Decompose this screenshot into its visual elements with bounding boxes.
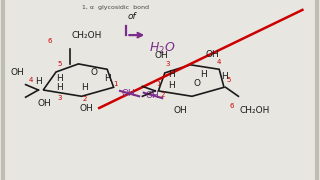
Text: 1, α  glycosidic  bond: 1, α glycosidic bond — [82, 4, 149, 10]
Text: 6: 6 — [47, 37, 52, 44]
Text: of: of — [128, 12, 137, 21]
Text: 5: 5 — [227, 77, 231, 83]
Text: 2: 2 — [161, 91, 165, 98]
Text: 3: 3 — [166, 61, 170, 67]
Text: H: H — [81, 83, 88, 92]
Text: 4: 4 — [217, 59, 221, 65]
Text: H: H — [56, 74, 63, 83]
Text: OH: OH — [11, 68, 24, 77]
Text: 3: 3 — [57, 95, 61, 101]
Text: H: H — [104, 74, 111, 83]
Text: 6: 6 — [230, 103, 234, 109]
Text: H: H — [56, 83, 63, 92]
Text: 1: 1 — [113, 81, 117, 87]
Text: OH: OH — [38, 99, 52, 108]
Text: H: H — [35, 77, 42, 86]
Text: CH₂OH: CH₂OH — [240, 106, 270, 115]
Text: O: O — [91, 68, 98, 76]
Text: 2: 2 — [83, 96, 87, 102]
Text: O: O — [193, 79, 200, 88]
Text: OH: OH — [146, 91, 159, 100]
Text: OH: OH — [174, 106, 188, 115]
Text: OH: OH — [122, 89, 135, 98]
Text: $H_2O$: $H_2O$ — [149, 40, 175, 56]
Text: H: H — [168, 70, 175, 79]
Text: OH: OH — [206, 50, 220, 59]
Text: 5: 5 — [57, 61, 61, 67]
Text: 1: 1 — [156, 81, 161, 87]
Text: CH₂OH: CH₂OH — [72, 31, 102, 40]
Text: H: H — [200, 70, 207, 79]
Text: 4: 4 — [28, 77, 33, 83]
Text: H: H — [220, 72, 228, 81]
Text: OH: OH — [80, 103, 93, 112]
Text: H: H — [168, 81, 175, 90]
Text: OH: OH — [155, 51, 168, 60]
